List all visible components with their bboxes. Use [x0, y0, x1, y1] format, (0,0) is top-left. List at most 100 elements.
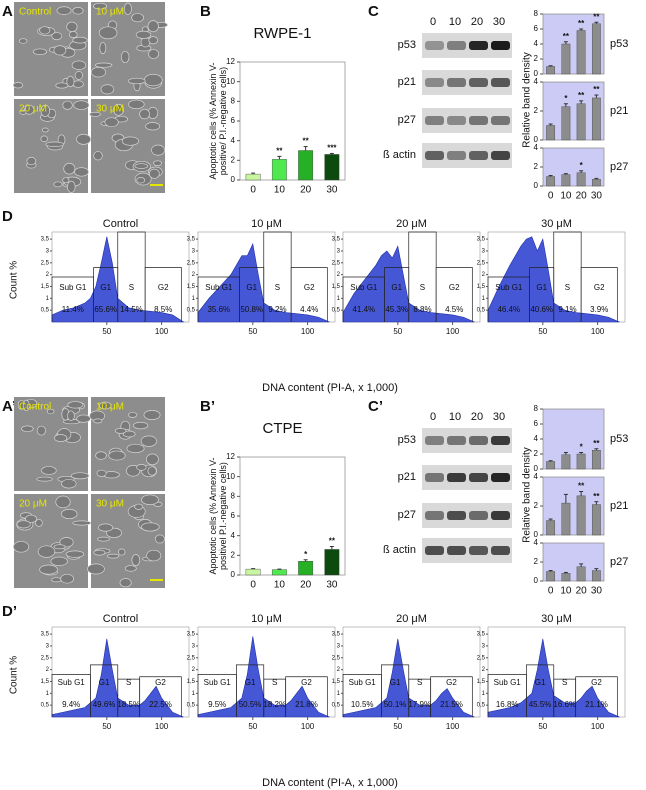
panel-title: Control — [103, 613, 138, 625]
lane-label: 30 — [493, 411, 505, 423]
significance: ** — [329, 537, 336, 546]
y-tick-label: 4 — [534, 39, 539, 48]
cell — [122, 430, 136, 438]
cell — [153, 160, 162, 167]
panel-label: D — [2, 208, 13, 225]
cell — [126, 443, 145, 454]
significance: ** — [593, 439, 600, 448]
micrograph-label: 30 μM — [96, 499, 124, 510]
cell — [40, 104, 51, 117]
cell — [62, 177, 70, 184]
y-tick-label: 1,5 — [332, 679, 341, 685]
x-tick-label: 50 — [102, 327, 111, 336]
y-tick-label: 3,5 — [41, 632, 50, 638]
y-tick-label: 2 — [534, 54, 539, 63]
y-tick-label: 2 — [192, 667, 196, 673]
cell — [128, 412, 138, 418]
gate-percent: 50.1% — [384, 700, 407, 709]
y-tick-label: 0 — [534, 135, 539, 144]
x-tick-label: 30 — [326, 185, 338, 196]
x-tick-label: 20 — [300, 580, 312, 591]
x-tick-label: 50 — [102, 722, 111, 731]
gate-percent: 40.6% — [530, 305, 553, 314]
gate-name: S — [565, 283, 570, 292]
cell — [24, 104, 35, 115]
y-tick-label: 3,5 — [477, 237, 486, 243]
bar — [561, 43, 571, 75]
cell — [140, 522, 160, 532]
y-tick-label: 2,5 — [187, 655, 196, 661]
y-tick-label: 2,5 — [41, 655, 50, 661]
panel-title: 20 μM — [396, 218, 427, 230]
x-tick-label: 0 — [250, 185, 256, 196]
y-axis-label: Apoptotic cells (% Annexin V-positive/ P… — [208, 62, 228, 179]
gate-percent: 41.4% — [352, 305, 375, 314]
gate-percent: 50.5% — [239, 700, 262, 709]
cell — [154, 534, 165, 544]
band — [447, 473, 466, 482]
x-tick-label: 20 — [576, 191, 588, 202]
cell — [36, 425, 46, 436]
y-tick-label: 2 — [46, 667, 50, 673]
cell — [145, 122, 161, 131]
significance: ** — [303, 137, 310, 146]
bar — [576, 30, 586, 75]
y-axis-label: Relative band density — [522, 447, 533, 543]
bar — [576, 103, 586, 141]
cell — [141, 494, 159, 505]
x-tick-label: 100 — [446, 327, 460, 336]
x-tick-label: 10 — [560, 586, 572, 597]
band — [425, 436, 444, 445]
y-axis-label: Count % — [9, 656, 20, 694]
cell — [146, 453, 159, 466]
cell — [140, 435, 157, 447]
gate-percent: 3.9% — [590, 305, 608, 314]
y-tick-label: 0,5 — [187, 703, 196, 709]
bar — [298, 561, 314, 576]
gate-name: S — [417, 678, 422, 687]
band — [491, 151, 510, 160]
micrograph-label: 20 μM — [19, 499, 47, 510]
significance: ** — [593, 492, 600, 501]
cell — [13, 541, 30, 553]
cell — [18, 38, 28, 44]
cell — [35, 519, 43, 527]
bar — [561, 573, 571, 582]
y-tick-label: 2 — [337, 667, 341, 673]
gate-percent: 46.4% — [497, 305, 520, 314]
significance: * — [580, 443, 584, 452]
band — [425, 546, 444, 555]
band — [447, 511, 466, 520]
gate-percent: 4.5% — [445, 305, 463, 314]
bar — [576, 172, 586, 187]
cell — [119, 578, 132, 588]
bar — [546, 461, 556, 470]
bar — [591, 504, 601, 536]
micrograph-label: 30 μM — [96, 104, 124, 115]
cell — [98, 523, 114, 532]
cell — [93, 549, 106, 556]
y-tick-label: 2 — [534, 501, 539, 510]
cell — [100, 84, 115, 95]
cell — [32, 48, 47, 56]
bar — [324, 549, 340, 576]
chart-title: RWPE-1 — [253, 25, 311, 42]
band — [425, 116, 444, 125]
band — [469, 511, 488, 520]
y-tick-label: 0 — [534, 69, 539, 78]
significance: ** — [276, 147, 283, 156]
gate-name: G1 — [100, 283, 111, 292]
significance: ** — [578, 482, 585, 491]
x-tick-label: 100 — [155, 327, 169, 336]
y-tick-label: 1,5 — [187, 284, 196, 290]
cell — [99, 42, 107, 55]
protein-label: p21 — [610, 105, 628, 117]
bar — [576, 453, 586, 470]
y-tick-label: 3 — [482, 249, 486, 255]
cell — [21, 425, 34, 433]
cell — [72, 520, 92, 526]
y-tick-label: 2 — [534, 449, 539, 458]
cell — [40, 135, 48, 143]
panel-label: D’ — [2, 603, 17, 620]
band — [447, 41, 466, 50]
